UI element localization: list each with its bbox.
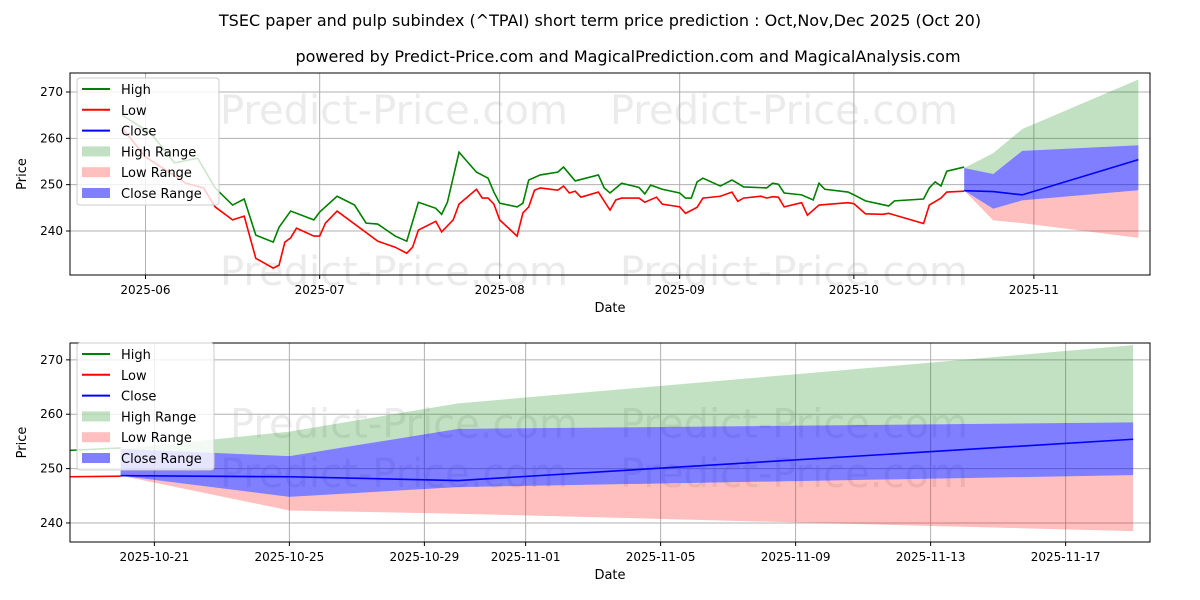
y-tick-label: 240 (40, 516, 63, 530)
y-tick-label: 240 (40, 224, 63, 238)
legend-swatch (82, 453, 110, 463)
x-tick-label: 2025-10 (829, 283, 879, 297)
chart-panel-2: Predict-Price.comPredict-Price.comPredic… (15, 342, 1151, 583)
chart-panel-1: Predict-Price.com Predict-Price.com Predic… (15, 72, 1151, 316)
legend-label: Low Range (121, 431, 192, 446)
x-tick-label: 2025-11-17 (1031, 550, 1101, 564)
x-tick-label: 2025-08 (475, 283, 525, 297)
x-tick-label: 2025-11-01 (491, 550, 561, 564)
legend-label: Low (121, 104, 147, 119)
legend-label: Low (121, 369, 147, 384)
x-tick-label: 2025-11 (1009, 283, 1059, 297)
y-axis-label: Price (15, 427, 30, 459)
x-tick-label: 2025-11-09 (761, 550, 831, 564)
x-tick-label: 2025-10-29 (390, 550, 460, 564)
x-tick-label: 2025-11-05 (626, 550, 696, 564)
plot-frame (69, 72, 1151, 276)
chart-subtitle: powered by Predict-Price.com and Magical… (295, 47, 960, 66)
y-tick-label: 270 (40, 85, 63, 99)
y-tick-label: 270 (40, 353, 63, 367)
x-tick-label: 2025-07 (295, 283, 345, 297)
close-line (964, 158, 1139, 196)
legend-box (76, 77, 220, 206)
legend-label: High Range (121, 410, 196, 425)
y-tick-label: 250 (40, 462, 63, 476)
legend-label: Close (121, 125, 156, 140)
low-line (121, 127, 965, 269)
legend-label: Close Range (121, 187, 202, 202)
legend-swatch (82, 146, 110, 157)
low-range-band (120, 475, 1134, 532)
legend-label: Close Range (121, 452, 202, 467)
close-line (120, 438, 1134, 482)
x-tick-label: 2025-10-25 (255, 550, 325, 564)
high-range-band (120, 345, 1134, 457)
watermark: Predict-Price.com (220, 249, 568, 295)
y-axis-label: Price (15, 158, 30, 190)
high-range-band (964, 79, 1139, 174)
high-line (121, 114, 965, 244)
legend-label: Close (121, 390, 156, 405)
plot-area (70, 345, 1134, 532)
legend: High Low Close High Range Low Range Close Ran… (76, 342, 215, 471)
x-tick-label: 2025-09 (655, 283, 705, 297)
low-range-band (964, 190, 1139, 238)
y-tick-label: 250 (40, 178, 63, 192)
x-axis-label: Date (594, 568, 625, 583)
legend-label: High (121, 83, 151, 98)
legend-box (76, 342, 215, 471)
legend: High Low Close High Range Low Range Close Ran… (76, 77, 220, 206)
watermark: Predict-Price.com (220, 88, 568, 134)
x-tick-label: 2025-11-13 (896, 550, 966, 564)
x-tick-label: 2025-06 (120, 283, 170, 297)
legend-swatch (82, 411, 110, 422)
plot-area (121, 79, 1139, 269)
x-axis-label: Date (594, 301, 625, 316)
legend-swatch (82, 167, 110, 178)
plot-frame (69, 342, 1151, 543)
legend-swatch (82, 432, 110, 443)
y-tick-label: 260 (40, 131, 63, 145)
legend-label: High Range (121, 145, 196, 160)
legend-label: High (121, 348, 151, 363)
legend-label: Low Range (121, 166, 192, 181)
x-tick-label: 2025-10-21 (120, 550, 190, 564)
legend-swatch (82, 188, 110, 198)
watermark: Predict-Price.com (610, 88, 958, 134)
chart-title: TSEC paper and pulp subindex (^TPAI) sho… (218, 11, 981, 30)
y-tick-label: 260 (40, 407, 63, 421)
watermark: Predict-Price.com (620, 249, 968, 295)
